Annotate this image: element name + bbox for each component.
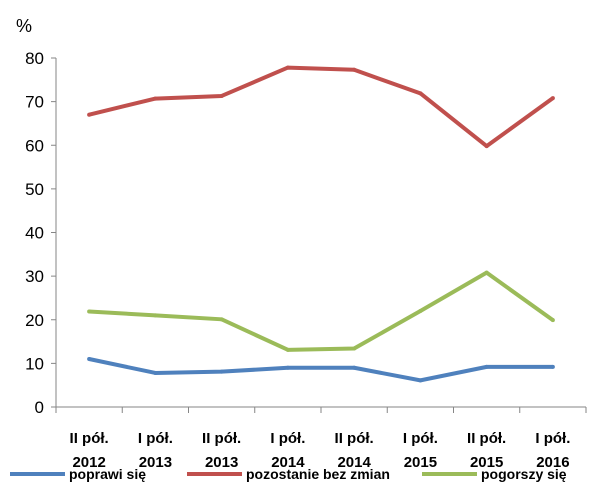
x-tick-label: I pół. xyxy=(535,430,570,447)
data-point xyxy=(87,309,92,314)
data-point xyxy=(550,318,555,323)
x-axis: II pół. 2012 I pół. 2013 II pół. 2013 I pół. 20… xyxy=(55,406,587,471)
data-point xyxy=(550,96,555,101)
x-tick-label: II pół. xyxy=(70,430,109,447)
x-tick-label: 2012 xyxy=(72,454,105,471)
x-tick-label: 2014 xyxy=(271,454,305,471)
data-point xyxy=(153,96,158,101)
y-tick-label: 30 xyxy=(25,267,44,286)
data-point xyxy=(153,370,158,375)
y-axis-unit-label: % xyxy=(16,16,32,36)
x-tick-label: 2015 xyxy=(470,454,503,471)
y-tick-label: 60 xyxy=(25,136,44,155)
data-point xyxy=(550,364,555,369)
x-tick-label: 2014 xyxy=(337,454,371,471)
data-point xyxy=(418,91,423,96)
y-tick-label: 40 xyxy=(25,224,44,243)
data-point xyxy=(352,346,357,351)
y-tick-label: 20 xyxy=(25,311,44,330)
x-tick-label: 2016 xyxy=(536,454,569,471)
x-tick-label: 2013 xyxy=(205,454,238,471)
y-tick-label: 70 xyxy=(25,93,44,112)
y-tick-label: 0 xyxy=(35,398,44,417)
legend-label: pozostanie bez zmian xyxy=(246,466,390,482)
data-point xyxy=(285,347,290,352)
y-axis: 0 10 20 30 40 50 60 70 80 xyxy=(25,49,57,417)
series-lines xyxy=(87,65,555,383)
x-tick-label: 2015 xyxy=(404,454,437,471)
data-point xyxy=(484,364,489,369)
data-point xyxy=(484,144,489,149)
data-point xyxy=(219,93,224,98)
legend-label: pogorszy się xyxy=(481,466,567,482)
data-point xyxy=(352,365,357,370)
y-tick-label: 10 xyxy=(25,354,44,373)
data-point xyxy=(285,365,290,370)
series-line-1 xyxy=(88,357,553,383)
legend: poprawi się pozostanie bez zmian pogorszy … xyxy=(10,466,567,482)
data-point xyxy=(219,317,224,322)
x-tick-label: I pół. xyxy=(403,430,438,447)
data-point xyxy=(87,112,92,117)
x-tick-label: II pół. xyxy=(467,430,506,447)
x-tick-label: I pół. xyxy=(138,430,173,447)
x-tick-label: II pół. xyxy=(202,430,241,447)
data-point xyxy=(352,67,357,72)
data-point xyxy=(418,378,423,383)
y-tick-label: 50 xyxy=(25,180,44,199)
data-point xyxy=(87,357,92,362)
data-point xyxy=(153,313,158,318)
data-point xyxy=(219,369,224,374)
series-line-3 xyxy=(89,270,555,352)
data-point xyxy=(484,270,489,275)
legend-label: poprawi się xyxy=(69,466,146,482)
series-line-2 xyxy=(88,65,555,149)
x-tick-label: II pół. xyxy=(335,430,374,447)
data-point xyxy=(285,65,290,70)
x-tick-label: 2013 xyxy=(139,454,172,471)
x-tick-label: I pół. xyxy=(270,430,305,447)
y-tick-label: 80 xyxy=(25,49,44,68)
data-point xyxy=(418,309,423,314)
